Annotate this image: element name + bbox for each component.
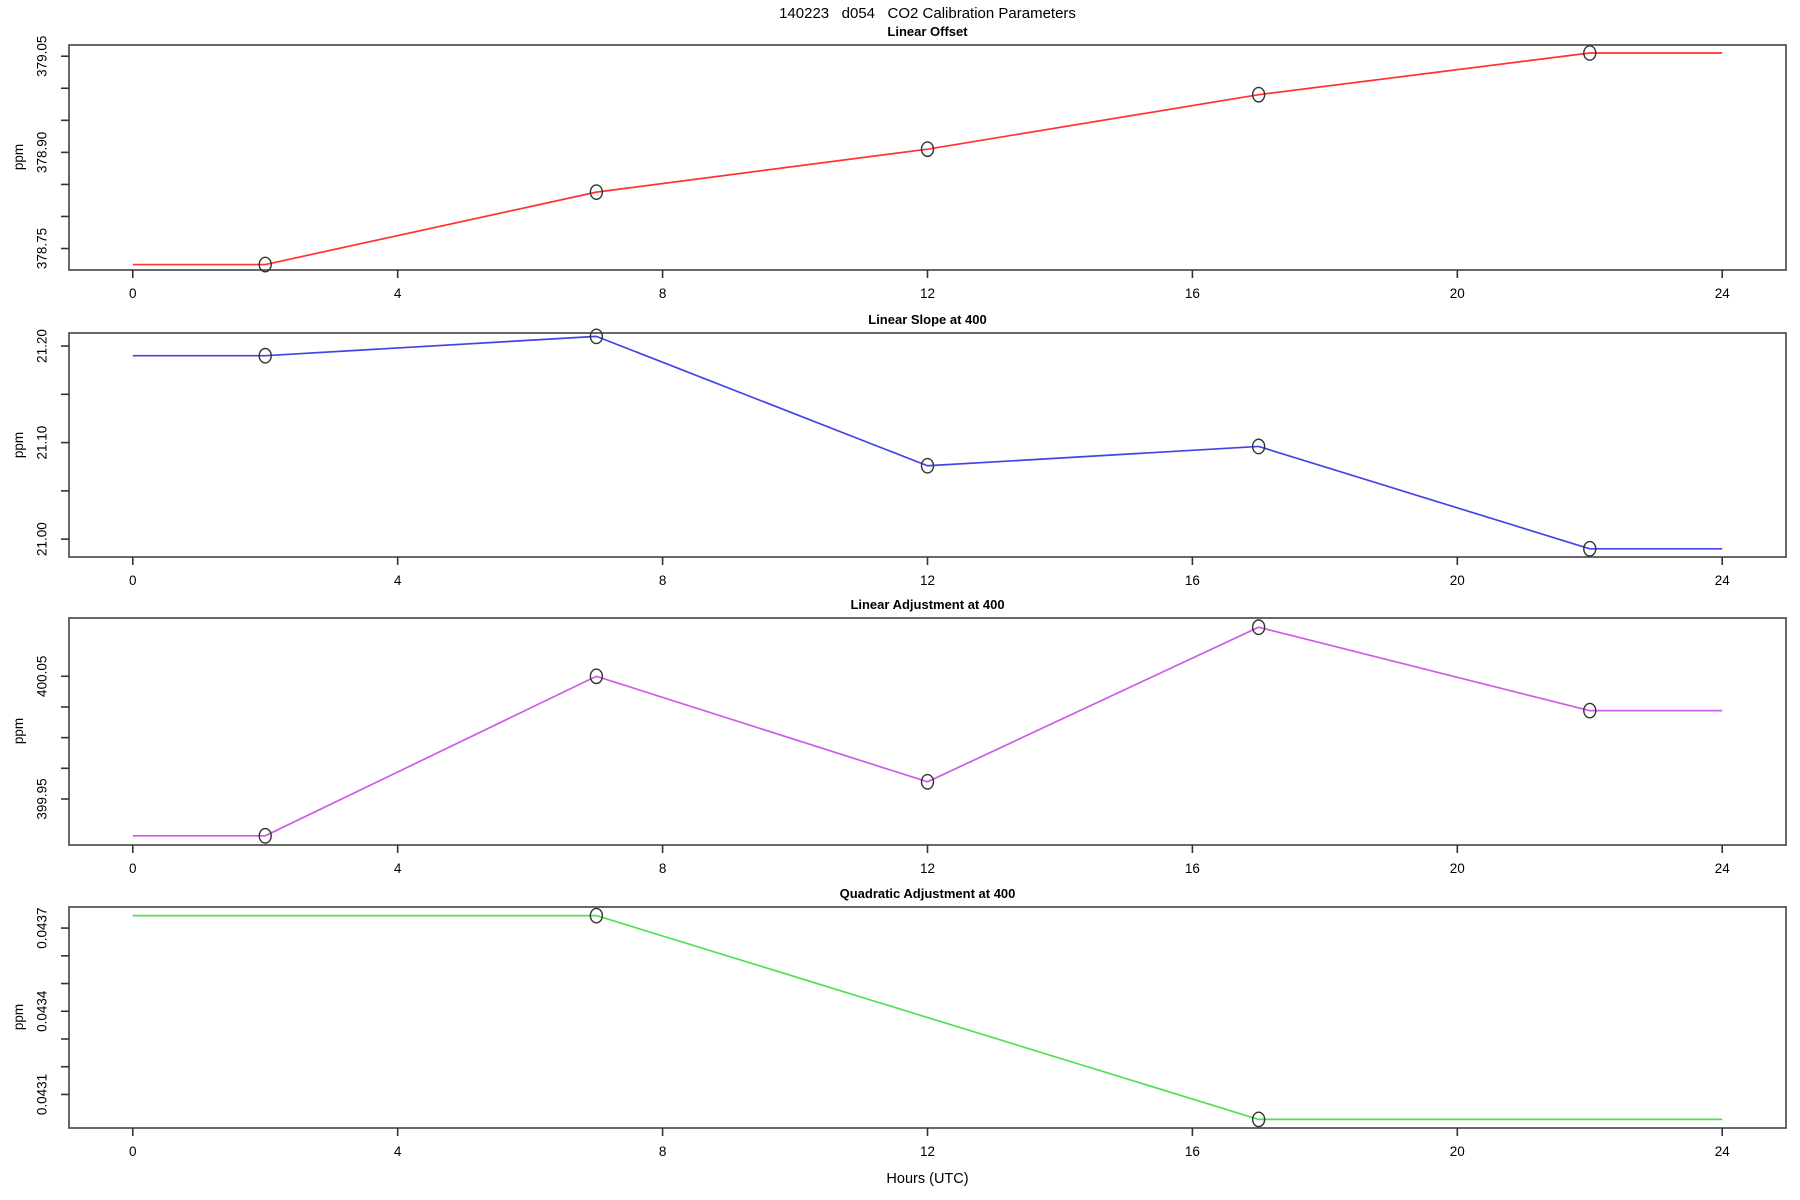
- panel-title-quadratic-adjustment: Quadratic Adjustment at 400: [839, 886, 1016, 901]
- x-tick-label: 0: [129, 286, 137, 301]
- data-point: [1583, 45, 1597, 61]
- series-line-0: [132, 52, 1723, 266]
- data-point: [589, 328, 604, 345]
- y-tick-label: 0.0434: [35, 990, 50, 1032]
- y-axis-label-panel1: ppm: [11, 143, 26, 171]
- data-point: [589, 907, 604, 924]
- x-tick-label: 8: [659, 573, 667, 588]
- x-tick-label: 24: [1715, 286, 1731, 301]
- x-tick-label: 24: [1715, 861, 1731, 876]
- x-tick-label: 0: [129, 573, 137, 588]
- y-axis-label-panel2: ppm: [11, 431, 26, 459]
- data-point: [1251, 438, 1266, 455]
- y-tick-label: 0.0431: [35, 1074, 50, 1115]
- x-tick-label: 4: [394, 1144, 402, 1159]
- y-tick-label: 378.75: [35, 228, 50, 269]
- x-tick-label: 0: [129, 1144, 137, 1159]
- x-tick-label: 24: [1715, 1144, 1731, 1159]
- x-tick-label: 16: [1185, 286, 1200, 301]
- panel-title-linear-offset: Linear Offset: [887, 24, 968, 39]
- y-axis-label-panel4: ppm: [11, 1003, 26, 1031]
- x-tick-label: 4: [394, 573, 402, 588]
- series-line-1: [132, 335, 1723, 550]
- x-tick-label: 12: [920, 286, 935, 301]
- x-tick-label: 8: [659, 861, 667, 876]
- y-axis-label-panel3: ppm: [11, 717, 26, 745]
- series-line-2: [132, 626, 1723, 837]
- x-tick-label: 8: [659, 1144, 667, 1159]
- data-point: [258, 347, 272, 364]
- data-point: [920, 773, 935, 790]
- x-tick-label: 20: [1450, 861, 1465, 876]
- x-tick-label: 4: [394, 861, 402, 876]
- x-tick-label: 16: [1185, 861, 1200, 876]
- x-tick-label: 20: [1450, 1144, 1465, 1159]
- figure-title: 140223 d054 CO2 Calibration Parameters: [779, 5, 1076, 22]
- data-point: [1583, 702, 1597, 719]
- data-point: [258, 256, 272, 273]
- series-line-3: [132, 914, 1723, 1121]
- y-tick-label: 378.90: [35, 132, 50, 173]
- panel-title-linear-adjustment: Linear Adjustment at 400: [850, 597, 1005, 612]
- data-point: [1251, 1111, 1266, 1128]
- y-tick-label: 400.05: [35, 656, 50, 697]
- x-tick-label: 0: [129, 861, 137, 876]
- panel-border: [68, 332, 1787, 558]
- data-point: [1251, 86, 1266, 103]
- x-tick-label: 12: [920, 1144, 935, 1159]
- x-tick-label: 4: [394, 286, 402, 301]
- y-tick-label: 0.0437: [35, 907, 50, 948]
- x-tick-label: 20: [1450, 286, 1465, 301]
- panel-border: [68, 44, 1787, 271]
- data-point: [920, 141, 935, 158]
- data-point: [589, 668, 604, 685]
- x-tick-label: 16: [1185, 1144, 1200, 1159]
- data-point: [1583, 540, 1597, 557]
- y-tick-label: 21.10: [35, 426, 50, 460]
- x-tick-label: 24: [1715, 573, 1731, 588]
- y-tick-label: 399.95: [35, 778, 50, 819]
- y-tick-label: 379.05: [35, 36, 50, 77]
- data-point: [920, 457, 935, 474]
- data-point: [589, 184, 604, 201]
- y-tick-label: 21.20: [35, 329, 50, 363]
- x-tick-label: 12: [920, 861, 935, 876]
- x-tick-label: 12: [920, 573, 935, 588]
- x-tick-label: 16: [1185, 573, 1200, 588]
- data-point: [258, 827, 272, 844]
- panel-title-linear-slope: Linear Slope at 400: [868, 312, 987, 327]
- panel-border: [68, 617, 1787, 846]
- x-tick-label: 20: [1450, 573, 1465, 588]
- data-point: [1251, 619, 1266, 636]
- x-axis-label: Hours (UTC): [886, 1171, 969, 1187]
- x-tick-label: 8: [659, 286, 667, 301]
- y-tick-label: 21.00: [35, 522, 50, 556]
